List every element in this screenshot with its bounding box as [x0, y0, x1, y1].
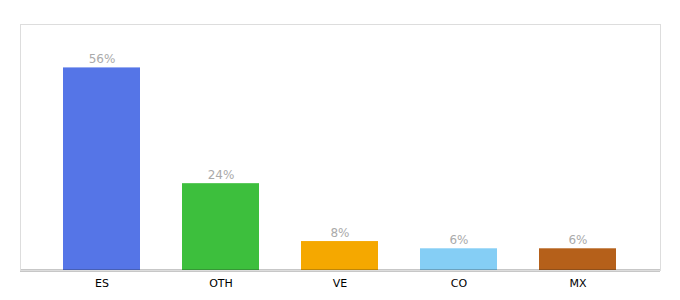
svg-text:OTH: OTH — [209, 277, 233, 290]
svg-text:6%: 6% — [568, 233, 587, 247]
svg-text:24%: 24% — [208, 168, 235, 182]
svg-text:8%: 8% — [330, 226, 349, 240]
svg-text:ES: ES — [95, 277, 109, 290]
svg-text:6%: 6% — [449, 233, 468, 247]
svg-text:MX: MX — [569, 277, 586, 290]
svg-text:56%: 56% — [89, 52, 116, 66]
svg-text:CO: CO — [451, 277, 468, 290]
svg-text:VE: VE — [333, 277, 348, 290]
